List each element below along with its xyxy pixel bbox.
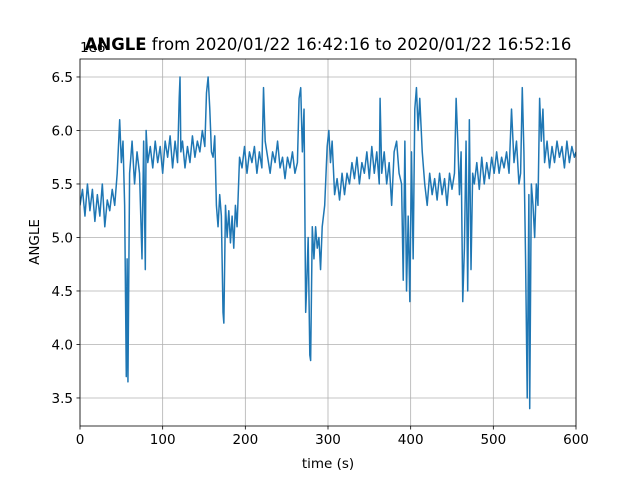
x-tick-label: 400 — [398, 432, 424, 448]
y-offset-label: 1e6 — [80, 40, 105, 56]
y-tick-label: 4.5 — [52, 284, 73, 300]
plot-frame — [79, 58, 577, 427]
y-axis-label: ANGLE — [27, 219, 43, 265]
y-tick-label: 3.5 — [52, 391, 73, 407]
y-tick-label: 4.0 — [52, 337, 73, 353]
y-tick-label: 6.0 — [52, 123, 73, 139]
chart-title-line: ANGLE from 2020/01/22 16:42:16 to 2020/0… — [85, 35, 572, 54]
x-tick-label: 200 — [232, 432, 258, 448]
y-tick-label: 6.5 — [52, 70, 73, 86]
x-tick-label: 100 — [150, 432, 176, 448]
chart-title: ANGLE — [85, 35, 147, 54]
x-axis-label: time (s) — [302, 456, 354, 472]
x-tick-label: 300 — [315, 432, 341, 448]
x-tick-label: 0 — [76, 432, 85, 448]
x-tick-label: 600 — [563, 432, 589, 448]
data-line — [80, 76, 576, 410]
y-tick-label: 5.0 — [52, 230, 73, 246]
x-tick-label: 500 — [480, 432, 506, 448]
y-tick-label: 5.5 — [52, 177, 73, 193]
chart-subtitle: from 2020/01/22 16:42:16 to 2020/01/22 1… — [152, 35, 572, 54]
